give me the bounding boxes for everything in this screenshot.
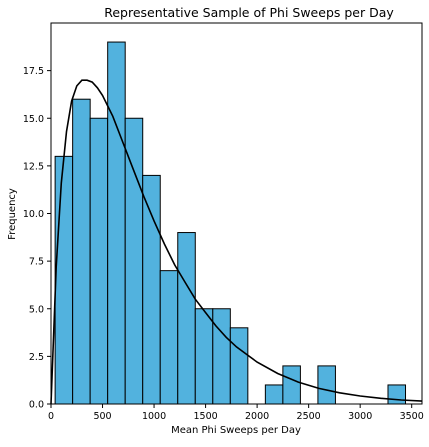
x-tick-label: 2500 bbox=[297, 411, 321, 422]
x-axis-ticks: 0 500 1000 1500 2000 2500 3000 3500 bbox=[48, 404, 424, 422]
x-tick-label: 2000 bbox=[245, 411, 269, 422]
histogram-bar bbox=[387, 384, 407, 405]
histogram-bar bbox=[159, 270, 179, 405]
curve-layer bbox=[50, 79, 423, 405]
histogram-bar bbox=[194, 308, 214, 405]
histogram-bar bbox=[177, 232, 196, 405]
y-tick-label: 0.0 bbox=[29, 400, 44, 411]
histogram-bar bbox=[124, 117, 144, 405]
y-tick-label: 10.0 bbox=[23, 209, 44, 220]
x-tick-label: 3000 bbox=[348, 411, 372, 422]
y-axis-ticks: 0.0 2.5 5.0 7.5 10.0 12.5 15.0 17.5 bbox=[23, 66, 51, 411]
chart-title: Representative Sample of Phi Sweeps per … bbox=[104, 5, 394, 20]
y-tick-label: 2.5 bbox=[29, 352, 44, 363]
x-axis-label: Mean Phi Sweeps per Day bbox=[171, 425, 301, 436]
y-tick-label: 7.5 bbox=[29, 257, 44, 268]
histogram-bar bbox=[282, 365, 301, 405]
y-tick-label: 15.0 bbox=[23, 114, 44, 125]
histogram-bar bbox=[89, 117, 109, 405]
y-tick-label: 5.0 bbox=[29, 304, 44, 315]
histogram-bar bbox=[264, 384, 284, 405]
x-tick-label: 1000 bbox=[142, 411, 166, 422]
histogram-bar bbox=[229, 327, 249, 405]
x-tick-label: 3500 bbox=[400, 411, 424, 422]
histogram-bar bbox=[317, 365, 336, 405]
histogram-bar bbox=[72, 98, 91, 405]
histogram-bar bbox=[212, 308, 231, 405]
x-tick-label: 0 bbox=[48, 411, 54, 422]
x-tick-label: 500 bbox=[93, 411, 111, 422]
y-tick-label: 12.5 bbox=[23, 161, 44, 172]
histogram-bar bbox=[54, 155, 74, 405]
y-axis-label: Frequency bbox=[7, 188, 18, 240]
histogram-bar bbox=[107, 41, 126, 405]
fit-curve-line bbox=[50, 79, 423, 405]
x-tick-label: 1500 bbox=[193, 411, 217, 422]
histogram-bar bbox=[142, 174, 161, 405]
bars-layer bbox=[54, 41, 407, 405]
y-tick-label: 17.5 bbox=[23, 66, 44, 77]
